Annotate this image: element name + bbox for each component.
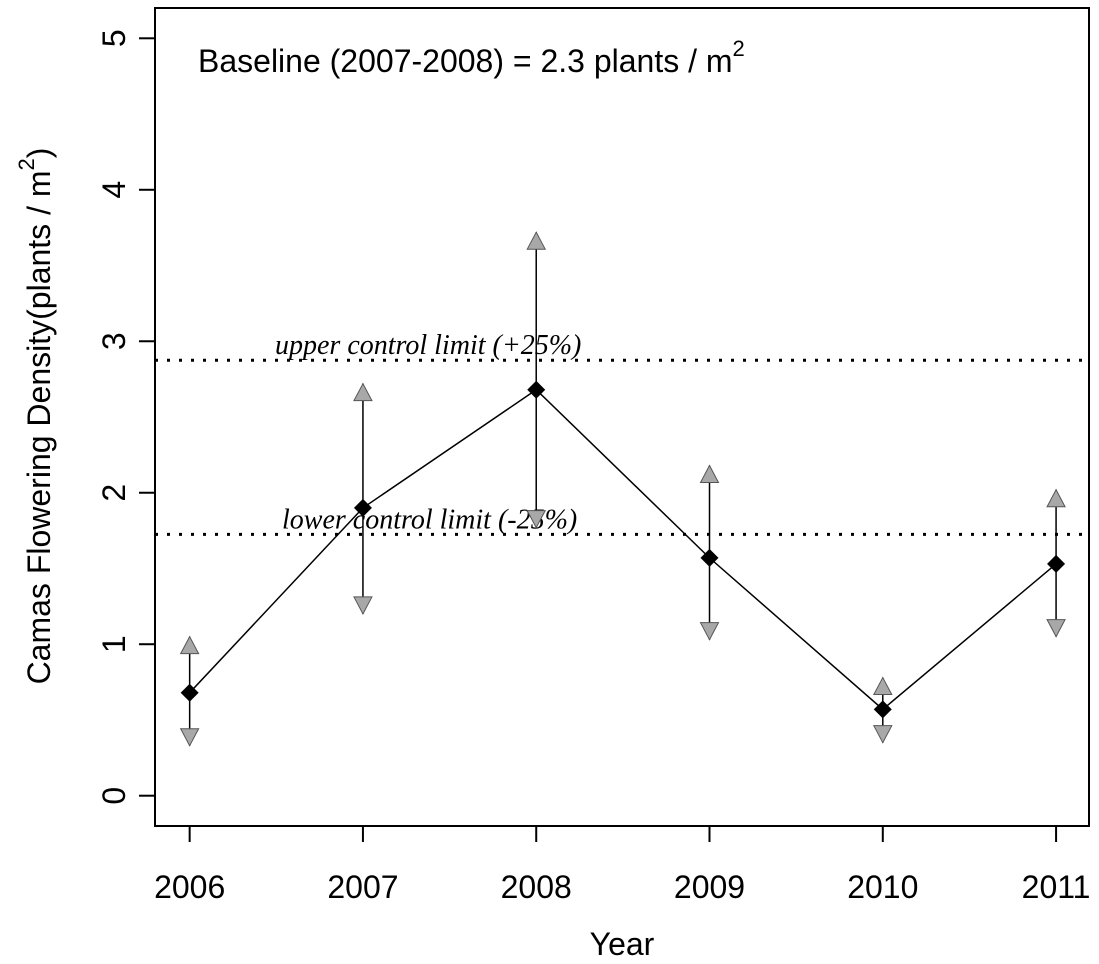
annotation: Baseline (2007-2008) = 2.3 plants / m2: [198, 36, 745, 79]
data-point: [180, 683, 199, 702]
upper-arrow: [1046, 488, 1066, 508]
plot-frame: [154, 7, 1090, 827]
lower-arrow: [872, 725, 893, 744]
lower-arrow: [1046, 619, 1066, 638]
y-tick-label: 1: [96, 635, 132, 653]
control-limit-label: upper control limit (+25%): [275, 330, 581, 361]
y-label-text: Camas Flowering Density(plants / m: [21, 170, 57, 684]
control-limit-label: lower control limit (-25%): [282, 504, 577, 535]
lower-arrow: [353, 596, 373, 615]
upper-arrow: [179, 635, 200, 655]
x-tick-label: 2008: [501, 869, 572, 905]
annotation-superscript: 2: [733, 36, 745, 61]
x-tick-label: 2011: [1022, 869, 1091, 905]
annotation-text: Baseline (2007-2008) = 2.3 plants / m: [198, 43, 733, 79]
y-tick-label: 0: [96, 787, 132, 805]
data-point: [873, 700, 892, 719]
upper-arrow: [526, 231, 547, 250]
data-point: [1047, 554, 1066, 573]
lower-arrow: [526, 510, 547, 529]
upper-arrow: [699, 464, 720, 483]
upper-arrow: [353, 382, 373, 402]
y-tick-label: 5: [96, 29, 132, 47]
y-label-superscript: 2: [14, 158, 39, 170]
data-point: [527, 380, 546, 399]
lower-arrow: [179, 728, 200, 747]
upper-arrow: [872, 676, 893, 696]
x-tick-label: 2006: [154, 869, 225, 905]
x-tick-label: 2007: [327, 869, 398, 905]
data-line: [189, 388, 1057, 711]
y-tick-label: 2: [96, 484, 132, 502]
y-tick-label: 3: [96, 332, 132, 350]
data-point: [700, 548, 719, 567]
lower-arrow: [699, 622, 720, 641]
data-point: [353, 498, 372, 517]
y-tick-label: 4: [96, 181, 132, 199]
y-axis-label: Camas Flowering Density(plants / m2): [14, 148, 57, 685]
x-axis-label: Year: [590, 926, 655, 962]
x-tick-label: 2009: [674, 869, 745, 905]
y-label-suffix: ): [21, 148, 57, 159]
x-tick-label: 2010: [847, 869, 918, 905]
